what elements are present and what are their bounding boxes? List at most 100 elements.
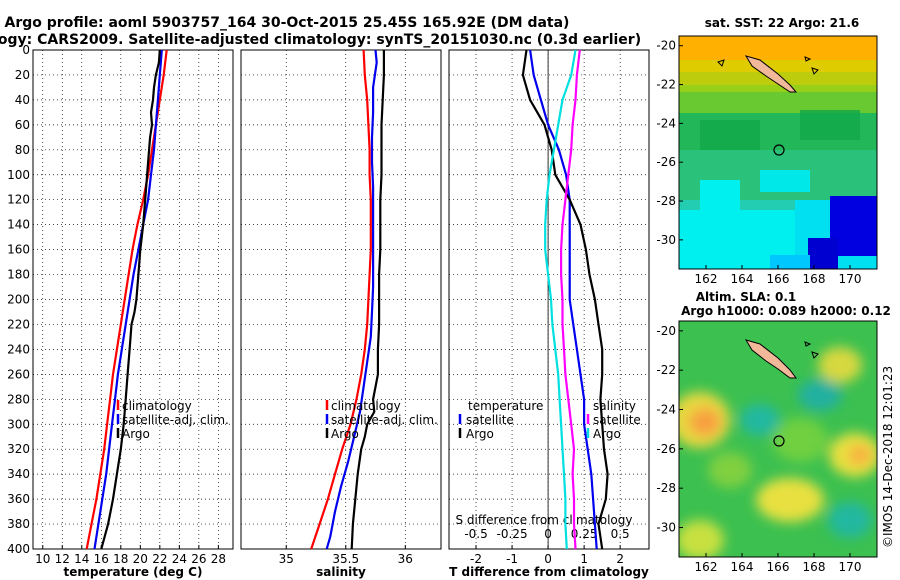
x-tick-label: 1 [580, 552, 588, 566]
map-y-tick-label: -28 [656, 481, 676, 495]
depth-tick-label: 0 [22, 43, 30, 57]
map-x-tick-label: 166 [767, 560, 790, 574]
depth-tick-label: 80 [15, 143, 30, 157]
series-line-climatology [85, 49, 168, 550]
x-tick-label: 0 [544, 552, 552, 566]
map-y-tick-label: -22 [656, 363, 676, 377]
top-tick-label: 0.5 [611, 527, 630, 541]
depth-tick-label: 220 [7, 317, 30, 331]
map-y-tick-label: -26 [656, 155, 676, 169]
legend-label: climatology [331, 399, 401, 413]
profile-panels: 0204060801001201401601802002202402602803… [7, 43, 650, 579]
depth-tick-label: 60 [15, 118, 30, 132]
legend-label: Argo [593, 427, 621, 441]
legend-label: satellite [593, 413, 641, 427]
map-x-tick-label: 164 [731, 272, 754, 286]
map-x-tick-label: 162 [695, 272, 718, 286]
x-tick-label: 26 [191, 552, 206, 566]
map-y-tick-label: -30 [656, 233, 676, 247]
map-y-tick-label: -20 [656, 324, 676, 338]
map-x-tick-label: 170 [839, 272, 862, 286]
depth-tick-label: 40 [15, 93, 30, 107]
depth-tick-label: 120 [7, 193, 30, 207]
series-line-s-satellite [559, 49, 581, 550]
argo-position-marker [773, 144, 785, 156]
legend-label: climatology [122, 399, 192, 413]
figure-title-line2: Climatology: CARS2009. Satellite-adjuste… [0, 32, 641, 48]
legend-label: Argo [331, 427, 359, 441]
depth-tick-label: 400 [7, 542, 30, 556]
map-y-tick-label: -30 [656, 521, 676, 535]
series-line-argo [350, 50, 385, 550]
credit-label: ©IMOS 14-Dec-2018 12:01:23 [881, 366, 895, 548]
map-ticks: 162 164 166 168 170 -20 -22 -24 -26 -28 -30 162 164 1… [656, 39, 861, 574]
x-tick-label: 16 [94, 552, 109, 566]
top-tick-label: 0.25 [571, 527, 598, 541]
series-line-satellite-adj-clim- [93, 49, 163, 550]
top-axis-label: S difference from climatology [456, 513, 633, 527]
new-caledonia-island [744, 55, 798, 93]
map-x-tick-label: 170 [839, 560, 862, 574]
map-y-tick-label: -24 [656, 116, 676, 130]
x-tick-label: 14 [74, 552, 89, 566]
sst-field [679, 36, 877, 269]
map-y-tick-label: -28 [656, 194, 676, 208]
depth-tick-label: 180 [7, 268, 30, 282]
legend-label: temperature [468, 399, 543, 413]
x-axis-label: T difference from climatology [449, 565, 649, 579]
depth-tick-label: 300 [7, 417, 30, 431]
new-caledonia-island-2 [744, 339, 797, 379]
islands-outline [717, 56, 819, 75]
legend-label: satellite-adj. clim. [331, 413, 438, 427]
x-tick-label: 28 [211, 552, 226, 566]
x-tick-label: -1 [506, 552, 518, 566]
map-x-tick-label: 162 [695, 560, 718, 574]
series-line-s-argo [544, 49, 577, 550]
x-tick-label: -2 [470, 552, 482, 566]
x-tick-label: 36 [398, 552, 413, 566]
map-x-tick-label: 168 [803, 272, 826, 286]
sst-map-title: sat. SST: 22 Argo: 21.6 [705, 16, 859, 30]
x-tick-label: 20 [133, 552, 148, 566]
sla-map-title-line2: Argo h1000: 0.089 h2000: 0.12 [681, 304, 891, 318]
depth-tick-label: 240 [7, 342, 30, 356]
x-tick-label: 10 [35, 552, 50, 566]
top-tick-label: -0.5 [464, 527, 487, 541]
depth-tick-label: 20 [15, 68, 30, 82]
legend-label: satellite [466, 413, 514, 427]
x-tick-label: 35.5 [332, 552, 359, 566]
depth-tick-label: 360 [7, 492, 30, 506]
sla-map: Altim. SLA: 0.1 Argo h1000: 0.089 h2000:… [678, 290, 891, 558]
islands-outline-2 [804, 341, 819, 359]
depth-tick-label: 280 [7, 392, 30, 406]
legend-label: satellite-adj. clim. [122, 413, 229, 427]
map-y-tick-label: -22 [656, 78, 676, 92]
depth-tick-label: 380 [7, 517, 30, 531]
depth-tick-label: 260 [7, 367, 30, 381]
profile-panel-1: 0 20 40 60 80 100 120 140 160 180 200 220 240 260 280 3… [7, 43, 234, 579]
legend-label: salinity [593, 399, 636, 413]
legend-label: Argo [466, 427, 494, 441]
series-line-t-argo [521, 49, 609, 550]
x-axis-label: salinity [316, 565, 366, 579]
map-y-tick-label: -20 [656, 39, 676, 53]
depth-tick-label: 160 [7, 243, 30, 257]
depth-tick-label: 140 [7, 218, 30, 232]
x-tick-label: 35 [279, 552, 294, 566]
depth-tick-label: 100 [7, 168, 30, 182]
depth-tick-label: 320 [7, 442, 30, 456]
top-tick-label: -0.25 [497, 527, 528, 541]
profile-panel-3: -2 -1 0 1 2T difference from climatology S di… [448, 49, 650, 579]
figure-title-line1: Argo profile: aoml 5903757_164 30-Oct-20… [5, 15, 570, 31]
x-tick-label: 12 [55, 552, 70, 566]
series-line-climatology [310, 49, 372, 550]
sst-map: sat. SST: 22 Argo: 21.6 [678, 16, 878, 270]
argo-position-marker-2 [773, 435, 785, 447]
x-tick-label: 24 [172, 552, 187, 566]
x-axis-label: temperature (deg C) [64, 565, 203, 579]
map-y-tick-label: -24 [656, 403, 676, 417]
series-line-t-satellite [529, 49, 598, 550]
series-line-argo [100, 49, 161, 550]
series-line-satellite-adj-clim- [325, 49, 378, 550]
